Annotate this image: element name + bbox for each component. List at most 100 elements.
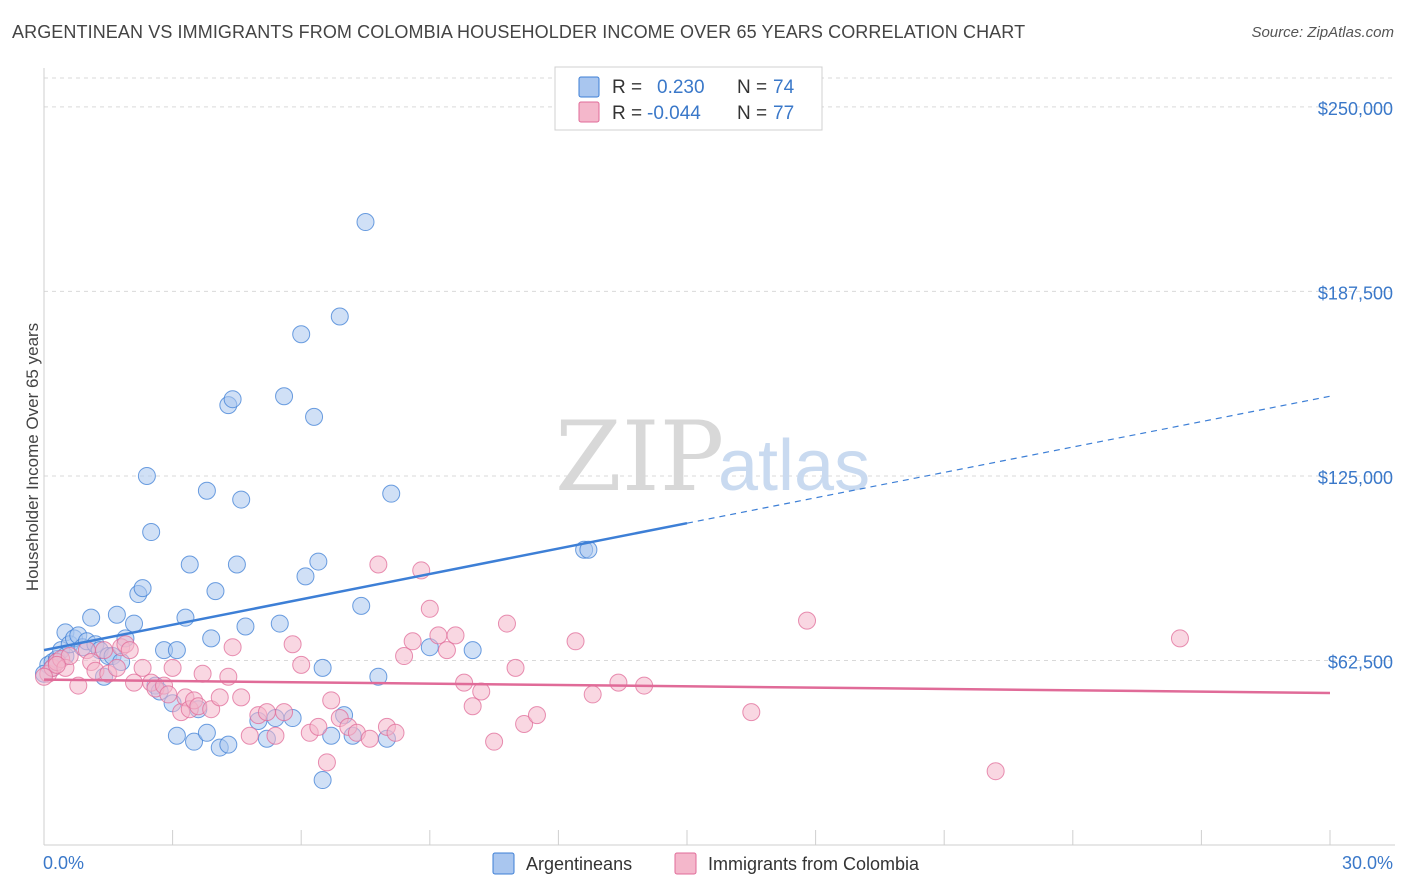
series-0-trend (43, 521, 688, 652)
series-0-point-58 (322, 726, 341, 745)
series-legend-label-argentineans: Argentineans (526, 854, 632, 874)
legend-n-value-2: 77 (773, 103, 794, 124)
series-0-point-44 (232, 490, 251, 509)
series-1-point-22 (163, 658, 182, 677)
series-0-point-32 (180, 555, 199, 574)
series-1-point-42 (309, 717, 328, 736)
series-1-point-63 (497, 614, 516, 633)
series-0-point-64 (369, 667, 388, 686)
series-0-point-52 (292, 325, 311, 344)
x-tick-right: 30.0% (1342, 853, 1393, 873)
legend-n-label-2: N = (737, 103, 767, 124)
series-0-point-53 (296, 567, 315, 586)
series-1-point-60 (463, 697, 482, 716)
series-0-point-24 (142, 523, 161, 542)
series-1-point-12 (107, 658, 126, 677)
legend-r-value-1: 0.230 (657, 77, 705, 98)
series-0-points (35, 213, 598, 790)
series-legend: Argentineans Immigrants from Colombia (492, 852, 920, 875)
legend-n-value-1: 74 (773, 77, 795, 98)
series-1-point-67 (566, 632, 585, 651)
series-1-point-39 (283, 635, 302, 654)
series-1-point-61 (472, 682, 491, 701)
series-0-point-37 (202, 629, 221, 648)
series-1-point-21 (159, 685, 178, 704)
series-0-point-11 (82, 608, 101, 627)
series-0-point-70 (579, 540, 598, 559)
series-1-point-34 (240, 726, 259, 745)
series-1-point-55 (420, 599, 439, 618)
legend-r-label-1: R = (612, 77, 642, 98)
series-1-point-10 (95, 641, 114, 660)
series-0-point-20 (125, 614, 144, 633)
series-1-point-62 (485, 732, 504, 751)
x-tick-left: 0.0% (43, 853, 84, 873)
series-1-point-66 (527, 706, 546, 725)
series-0-point-55 (309, 552, 328, 571)
series-0-point-42 (223, 390, 242, 409)
series-0-point-17 (107, 605, 126, 624)
series-0-point-68 (463, 641, 482, 660)
legend-swatch-blue (578, 76, 600, 98)
trend-lines (43, 395, 1331, 695)
series-1-points (35, 555, 1189, 781)
series-1-point-69 (609, 673, 628, 692)
legend-swatch-pink (578, 101, 600, 123)
series-0-point-33 (185, 732, 204, 751)
series-1-point-36 (257, 703, 276, 722)
watermark-zip: ZIP (555, 401, 724, 513)
series-1-point-37 (266, 726, 285, 745)
series-0-point-40 (219, 735, 238, 754)
series-0-point-45 (236, 617, 255, 636)
series-0-point-23 (137, 466, 156, 485)
series-0-point-66 (382, 484, 401, 503)
series-1-point-57 (437, 641, 456, 660)
series-1-trend (43, 678, 1331, 695)
legend-r-label-2: R = (612, 103, 642, 124)
series-1-point-33 (232, 688, 251, 707)
y-tick-label-2: $187,500 (1318, 283, 1393, 303)
y-tick-label-3: $250,000 (1318, 99, 1393, 119)
y-axis-label: Householder Income Over 65 years (23, 323, 42, 591)
watermark-atlas: atlas (718, 426, 870, 506)
axes (43, 68, 1395, 846)
y-tick-labels: $62,500 $125,000 $187,500 $250,000 (1318, 99, 1393, 673)
series-1-point-68 (583, 685, 602, 704)
series-1-point-32 (223, 638, 242, 657)
correlation-legend: R = 0.230 N = 74 R = -0.044 N = 77 (554, 66, 823, 131)
series-legend-swatch-colombia (674, 852, 697, 875)
series-0-point-49 (270, 614, 289, 633)
legend-r-value-2: -0.044 (647, 103, 701, 124)
series-legend-label-colombia: Immigrants from Colombia (708, 854, 920, 874)
series-1-point-49 (369, 555, 388, 574)
series-0-point-36 (197, 481, 216, 500)
series-1-point-38 (275, 703, 294, 722)
series-1-point-51 (386, 723, 405, 742)
series-0-point-54 (305, 407, 324, 426)
series-1-point-73 (986, 762, 1005, 781)
chart-source: Source: ZipAtlas.com (1251, 24, 1394, 41)
series-1-point-76 (47, 655, 66, 674)
series-0-point-57 (313, 771, 332, 790)
grid-lines (44, 77, 1395, 661)
series-1-point-28 (193, 664, 212, 683)
series-0-point-35 (197, 723, 216, 742)
y-tick-label-1: $125,000 (1318, 468, 1393, 488)
series-1-point-75 (35, 667, 53, 686)
series-1-point-56 (429, 626, 448, 645)
series-1-point-74 (1170, 629, 1189, 648)
series-1-point-17 (133, 658, 152, 677)
series-1-point-59 (455, 673, 474, 692)
series-0-point-62 (352, 596, 371, 615)
watermark: ZIP atlas (555, 401, 870, 513)
series-1-point-64 (506, 658, 525, 677)
series-1-point-16 (125, 673, 144, 692)
data-points (35, 213, 1189, 790)
series-1-point-52 (395, 647, 414, 666)
series-0-point-29 (167, 641, 186, 660)
chart-title: ARGENTINEAN VS IMMIGRANTS FROM COLOMBIA … (12, 22, 1026, 42)
series-1-point-53 (403, 632, 422, 651)
series-legend-swatch-argentineans (492, 852, 515, 875)
series-1-point-44 (322, 691, 341, 710)
